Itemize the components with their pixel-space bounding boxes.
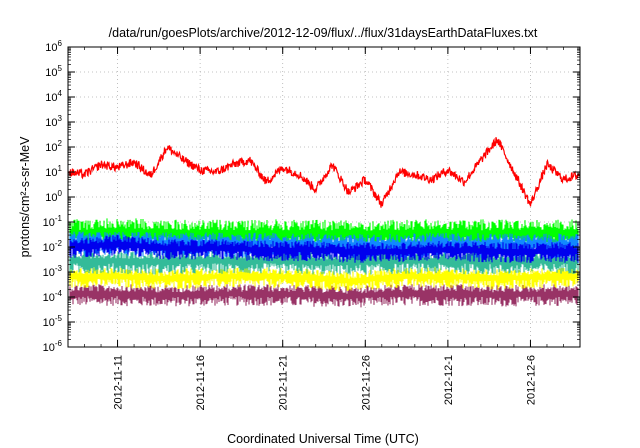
y-tick-label: 10-1 xyxy=(43,214,63,229)
x-tick-label: 2012-11-11 xyxy=(113,355,125,410)
series-band-path xyxy=(69,267,579,292)
y-tick-label: 10-3 xyxy=(43,264,63,279)
series-band-5 xyxy=(69,234,579,263)
y-tick-label: 104 xyxy=(45,89,62,104)
x-tick-label: 2012-12-1 xyxy=(443,355,455,405)
series-band-path xyxy=(69,284,579,308)
x-tick-label: 2012-11-16 xyxy=(195,355,207,410)
x-axis-label: Coordinated Universal Time (UTC) xyxy=(227,432,419,446)
series-line-path xyxy=(68,137,580,208)
y-tick-label: 102 xyxy=(45,139,62,154)
series-line-6 xyxy=(68,137,580,208)
y-tick-label: 10-2 xyxy=(43,239,63,254)
x-tick-label: 2012-12-6 xyxy=(525,355,537,405)
series-band-1 xyxy=(69,267,579,292)
plot-frame xyxy=(67,46,581,348)
y-tick-label: 106 xyxy=(45,39,62,54)
x-tick-labels: 2012-11-11 2012-11-16 2012-11-21 2012-11-26… xyxy=(113,355,538,410)
series-band-path xyxy=(69,234,579,263)
y-tick-label: 10-6 xyxy=(43,339,63,354)
y-tick-label: 103 xyxy=(45,114,62,129)
y-axis-label: protons/cm²-s-sr-MeV xyxy=(18,136,32,258)
chart-title: /data/run/goesPlots/archive/2012-12-09/f… xyxy=(109,26,538,40)
y-tick-label: 105 xyxy=(45,64,62,79)
x-tick-label: 2012-11-26 xyxy=(360,355,372,410)
y-tick-label: 101 xyxy=(45,164,62,179)
x-tick-label: 2012-11-21 xyxy=(278,355,290,410)
y-tick-label: 10-5 xyxy=(43,314,63,329)
y-tick-label: 100 xyxy=(45,189,62,204)
y-tick-labels: 10-6 10-5 10-4 10-3 10-2 10-1 100 101 102 103 104 1… xyxy=(43,39,63,354)
y-tick-label: 10-4 xyxy=(43,289,63,304)
series-group xyxy=(68,137,580,308)
series-band-0 xyxy=(69,284,579,308)
